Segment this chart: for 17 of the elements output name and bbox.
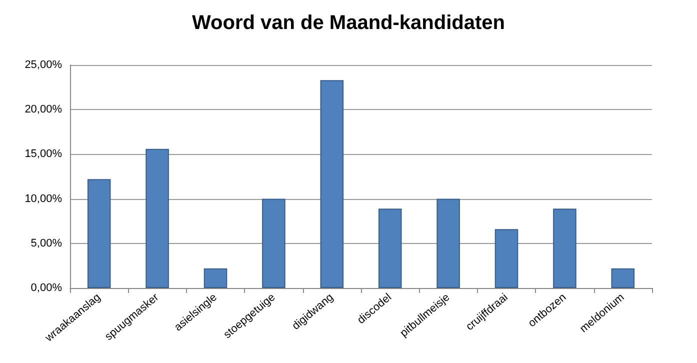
bar: [262, 198, 286, 288]
y-tick-label: 20,00%: [24, 104, 62, 116]
bar: [494, 229, 518, 288]
bar: [611, 268, 635, 288]
chart-title: Woord van de Maand-kandidaten: [192, 12, 505, 34]
bar: [87, 179, 111, 288]
bar: [436, 198, 460, 288]
y-tick-label: 0,00%: [30, 282, 62, 294]
bar: [320, 80, 344, 288]
bar: [204, 268, 228, 288]
bar: [146, 148, 169, 288]
bar: [378, 208, 402, 288]
y-tick-label: 10,00%: [24, 192, 62, 205]
y-tick-label: 15,00%: [24, 148, 62, 160]
y-tick-label: 25,00%: [24, 59, 62, 71]
y-tick-label: 5,00%: [30, 237, 62, 250]
bar: [553, 208, 576, 288]
